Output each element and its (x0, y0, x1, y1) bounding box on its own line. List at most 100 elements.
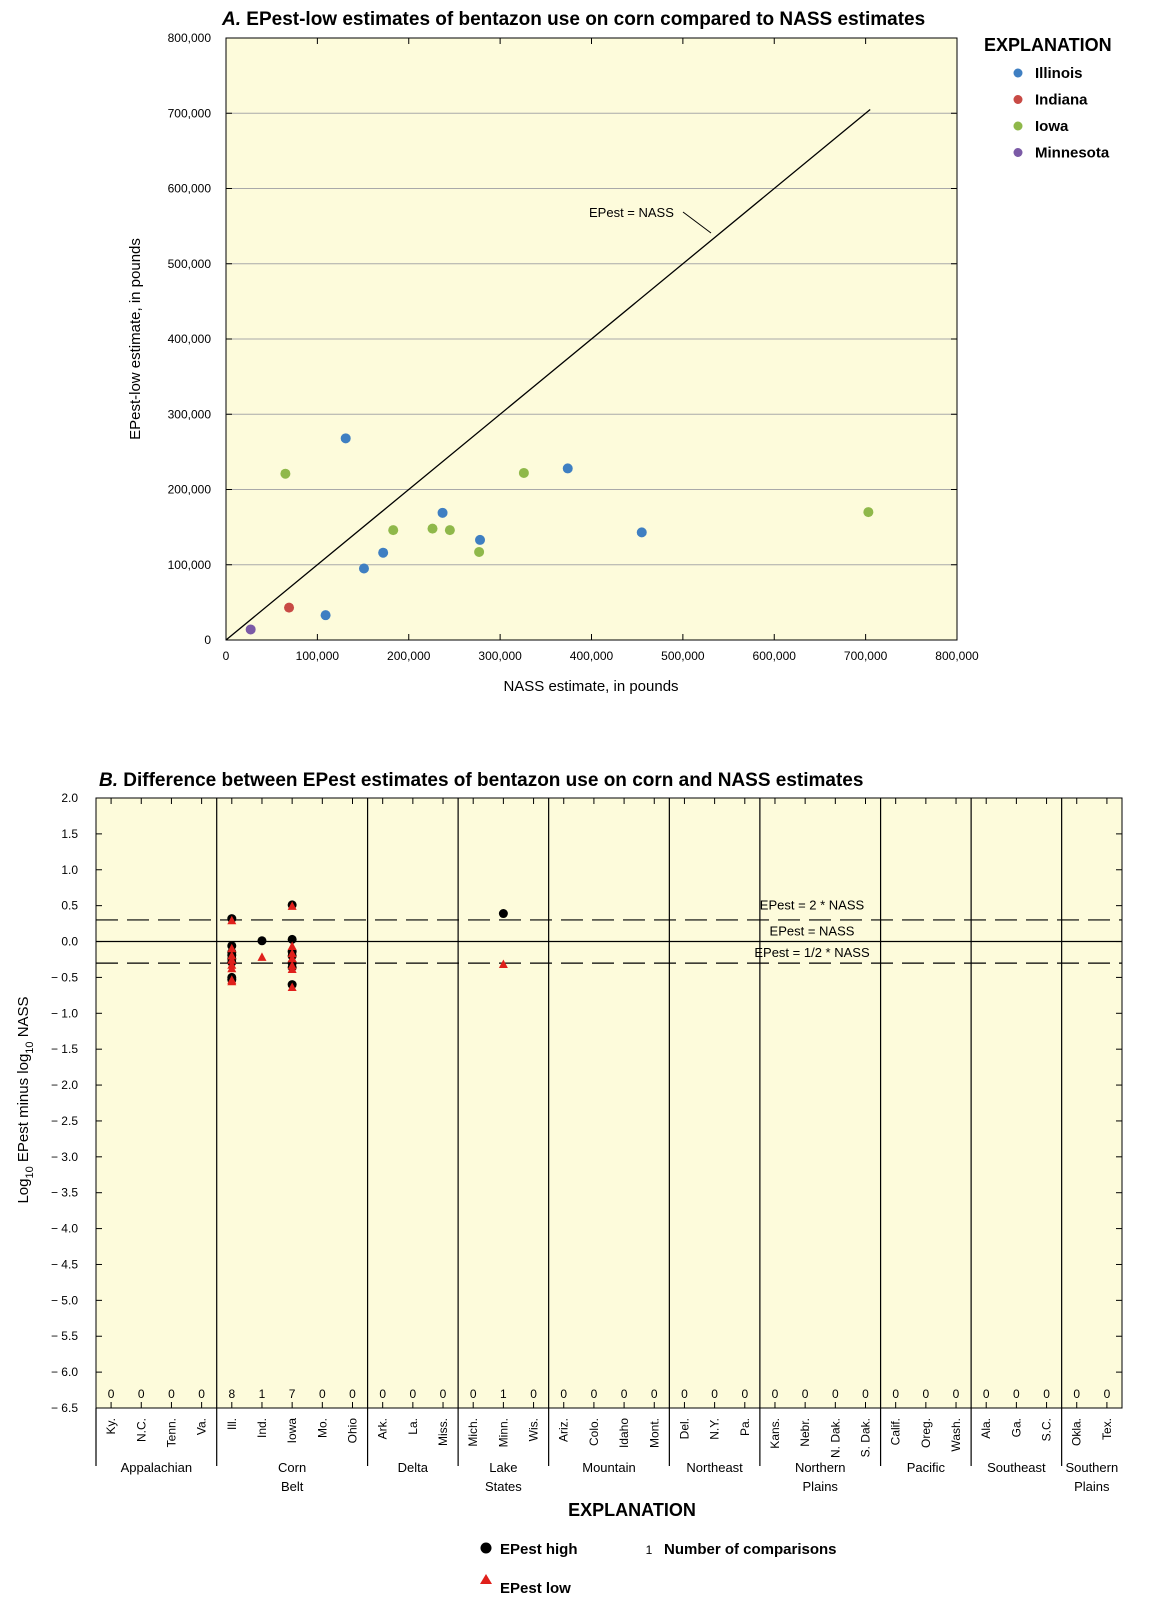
panel-a-x-tick-label: 800,000 (935, 649, 979, 663)
point-iowa (518, 467, 529, 478)
panel-a-x-tick-label: 700,000 (844, 649, 888, 663)
panel-b-y-tick-label: 0.0 (61, 935, 78, 949)
point-illinois (437, 507, 448, 518)
state-label: S. Dak. (859, 1418, 873, 1457)
point-iowa (427, 523, 438, 534)
region-label: Plains (803, 1479, 839, 1494)
comparison-count: 7 (289, 1387, 296, 1401)
panel-b-y-tick-label: 1.0 (61, 863, 78, 877)
state-label: Mo. (315, 1418, 329, 1438)
region-label: Corn (278, 1460, 306, 1475)
panel-a-x-tick-label: 400,000 (570, 649, 614, 663)
panel-b-y-tick-label: − 5.5 (51, 1329, 78, 1343)
comparison-count: 0 (621, 1387, 628, 1401)
panel-b-y-tick-label: − 6.5 (51, 1401, 78, 1415)
point-illinois (378, 547, 389, 558)
panel-b-y-tick-label: − 1.5 (51, 1042, 78, 1056)
point-iowa (863, 507, 874, 518)
panel-a-y-tick-label: 200,000 (168, 483, 212, 497)
epest-equals-nass-line (225, 108, 871, 641)
panel-a-y-tick-label: 400,000 (168, 332, 212, 346)
state-label: Nebr. (798, 1418, 812, 1447)
panel-a-x-tick-label: 100,000 (296, 649, 340, 663)
comparison-count: 1 (500, 1387, 507, 1401)
panel-a-y-tick-label: 600,000 (168, 182, 212, 196)
panel-a-y-tick-label: 500,000 (168, 257, 212, 271)
comparison-count: 0 (440, 1387, 447, 1401)
legend-epest-high-marker (480, 1542, 492, 1554)
epest-low-point (227, 976, 237, 986)
region-label: Northeast (686, 1460, 743, 1475)
comparison-count: 0 (349, 1387, 356, 1401)
state-label: Oreg. (919, 1418, 933, 1448)
comparison-count: 0 (832, 1387, 839, 1401)
comparison-count: 0 (168, 1387, 175, 1401)
legend-marker-illinois (1013, 68, 1023, 78)
panel-a-y-tick-label: 100,000 (168, 558, 212, 572)
comparison-count: 0 (410, 1387, 417, 1401)
region-label: Delta (398, 1460, 429, 1475)
point-illinois (358, 563, 369, 574)
region-label: Southern (1065, 1460, 1118, 1475)
panel-a-y-axis-label: EPest-low estimate, in pounds (127, 238, 144, 440)
region-label: Mountain (582, 1460, 635, 1475)
epest-low-point (287, 941, 297, 951)
region-label: Northern (795, 1460, 846, 1475)
point-minnesota (245, 624, 256, 635)
epest-low-point (227, 915, 237, 925)
state-label: Ill. (225, 1418, 239, 1430)
legend-marker-iowa (1013, 121, 1023, 131)
panel-b-legend-title: EXPLANATION (568, 1500, 696, 1520)
state-label: Okla. (1070, 1418, 1084, 1446)
state-label: Mich. (466, 1418, 480, 1447)
comparison-count: 1 (259, 1387, 266, 1401)
legend-epest-low-marker (480, 1574, 492, 1584)
state-label: Ind. (255, 1418, 269, 1438)
panel-a-title: A. EPest-low estimates of bentazon use o… (221, 9, 925, 30)
panel-b-y-tick-label: − 3.5 (51, 1186, 78, 1200)
legend-count-symbol: 1 (646, 1543, 653, 1557)
reference-line-label: EPest = 1/2 * NASS (754, 945, 870, 960)
state-label: Colo. (587, 1418, 601, 1446)
legend-epest-high-label: EPest high (500, 1541, 578, 1558)
comparison-count: 0 (1073, 1387, 1080, 1401)
comparison-count: 0 (953, 1387, 960, 1401)
region-label: Appalachian (121, 1460, 193, 1475)
region-label: Southeast (987, 1460, 1046, 1475)
panel-a-x-axis-label: NASS estimate, in pounds (503, 678, 678, 695)
comparison-count: 0 (108, 1387, 115, 1401)
legend-epest-low-label: EPest low (500, 1580, 571, 1597)
panel-a-y-tick-label: 700,000 (168, 106, 212, 120)
panel-b-state-axis: 0 Ky. 0 N.C. 0 Tenn. 0 Va. Appalachian 8 Ill. 1 Ind.… (104, 798, 1118, 1494)
panel-b-y-axis-ticks: 2.0 1.5 1.0 0.5 0.0 − 0.5 − 1.0 − 1.5 − 2.0 − 2.5… (51, 791, 1122, 1415)
panel-a-x-tick-label: 600,000 (753, 649, 797, 663)
comparison-count: 0 (1013, 1387, 1020, 1401)
region-label: Plains (1074, 1479, 1110, 1494)
state-label: Minn. (496, 1418, 510, 1447)
state-label: N. Dak. (828, 1418, 842, 1458)
comparison-count: 0 (651, 1387, 658, 1401)
panel-b-y-tick-label: − 3.0 (51, 1150, 78, 1164)
panel-b-y-tick-label: − 0.5 (51, 970, 78, 984)
panel-a-y-tick-label: 300,000 (168, 407, 212, 421)
legend-marker-minnesota (1013, 148, 1023, 157)
legend-label-illinois: Illinois (1035, 65, 1083, 82)
panel-a-x-tick-label: 200,000 (387, 649, 431, 663)
region-label: States (485, 1479, 522, 1494)
panel-b-y-tick-label: − 2.5 (51, 1114, 78, 1128)
panel-b-title: B. Difference between EPest estimates of… (99, 770, 863, 791)
panel-b-difference-chart: B. Difference between EPest estimates of… (15, 770, 1123, 1597)
epest-low-point (287, 982, 297, 991)
point-indiana (284, 602, 295, 613)
panel-a-legend: EXPLANATION Illinois Indiana Iowa Minnesota (984, 35, 1112, 162)
panel-b-plot-area (95, 797, 1123, 1409)
state-label: Ohio (346, 1418, 360, 1444)
panel-b-y-axis-label: Log10 EPest minus log10 NASS (15, 996, 36, 1203)
comparison-count: 0 (711, 1387, 718, 1401)
point-illinois (636, 527, 647, 538)
panel-b-y-tick-label: − 4.0 (51, 1222, 78, 1236)
comparison-count: 0 (319, 1387, 326, 1401)
panel-b-y-tick-label: − 4.5 (51, 1257, 78, 1271)
point-illinois (562, 463, 573, 474)
